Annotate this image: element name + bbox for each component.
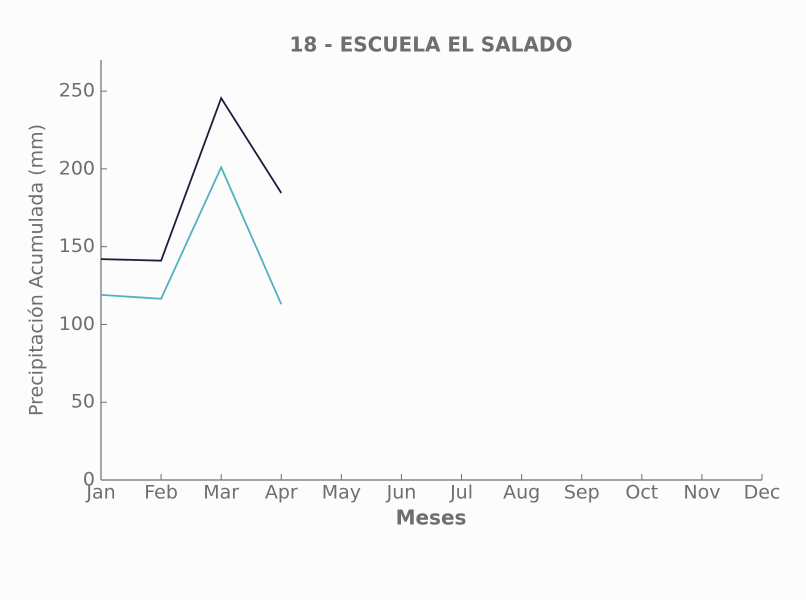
x-tick-label: Jun: [386, 482, 417, 504]
x-tick-label: Dec: [744, 482, 781, 504]
series-line: [100, 165, 283, 305]
x-tick-label: Apr: [265, 482, 298, 504]
x-tick-label: Mar: [203, 482, 239, 504]
x-tick-label: May: [322, 482, 361, 504]
x-tick-label: Jul: [449, 482, 473, 504]
y-tick-label: 50: [71, 391, 95, 413]
x-tick-label: Jan: [85, 482, 115, 504]
chart-title: 18 - ESCUELA EL SALADO: [290, 33, 573, 57]
x-axis-label: Meses: [396, 506, 467, 530]
x-tick-label: Feb: [144, 482, 178, 504]
y-tick-label: 250: [59, 80, 95, 102]
y-tick-label: 150: [59, 235, 95, 257]
series-line: [100, 96, 283, 262]
y-tick-label: 200: [59, 157, 95, 179]
x-tick-label: Aug: [503, 482, 540, 504]
x-tick-label: Sep: [564, 482, 600, 504]
y-tick-label: 0: [83, 469, 95, 491]
y-tick-label: 100: [59, 313, 95, 335]
x-tick-label: Nov: [683, 482, 720, 504]
y-axis-label: Precipitación Acumulada (mm): [26, 124, 48, 416]
x-tick-label: Oct: [625, 482, 658, 504]
